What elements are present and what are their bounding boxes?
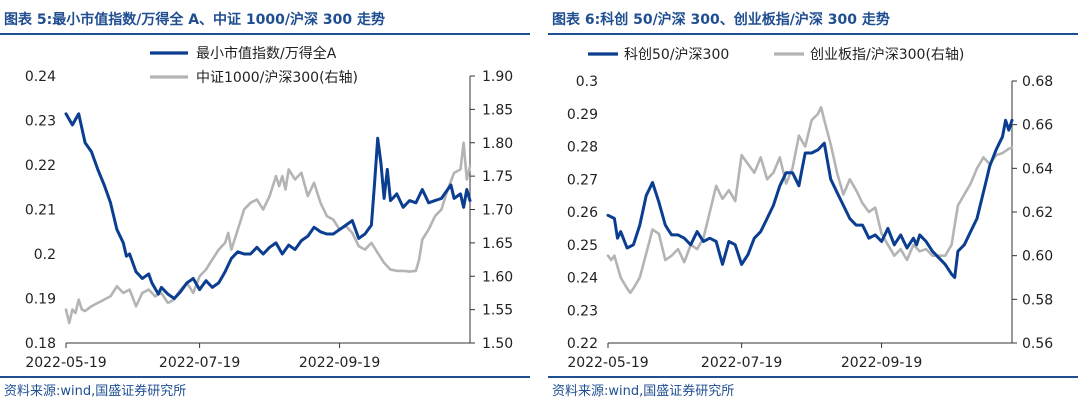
y-left-tick-label: 0.21 bbox=[25, 203, 56, 219]
title-divider bbox=[548, 33, 1078, 35]
y-left-tick-label: 0.24 bbox=[567, 271, 598, 287]
series-line-secondary bbox=[64, 141, 472, 325]
x-tick-label: 2022-05-19 bbox=[567, 355, 648, 371]
y-left-tick-label: 0.26 bbox=[567, 205, 598, 221]
y-left-tick-label: 0.18 bbox=[25, 336, 56, 352]
source-divider bbox=[548, 376, 1078, 378]
y-right-tick-label: 1.55 bbox=[482, 303, 513, 319]
x-tick-label: 2022-09-19 bbox=[841, 355, 922, 371]
y-left-tick-label: 0.22 bbox=[25, 158, 56, 174]
y-left-tick-label: 0.2 bbox=[34, 247, 56, 263]
y-left-tick-label: 0.23 bbox=[567, 303, 598, 319]
y-right-tick-label: 0.66 bbox=[1022, 118, 1053, 134]
line-chart-star-chinext: 0.22 0.23 0.24 0.25 0.26 0.27 0.28 0.29 0.3 0.56 0… bbox=[567, 47, 1053, 371]
series-line-secondary bbox=[606, 105, 1014, 295]
y-right-tick-label: 0.68 bbox=[1022, 74, 1053, 90]
legend-label: 创业板指/沪深300(右轴) bbox=[810, 47, 964, 63]
left-chart-panel: 图表 5:最小市值指数/万得全 A、中证 1000/沪深 300 走势 0.18… bbox=[0, 0, 530, 407]
y-left-tick-label: 0.22 bbox=[567, 336, 598, 352]
chart-title: 图表 6:科创 50/沪深 300、创业板指/沪深 300 走势 bbox=[552, 12, 890, 28]
y-left-tick-label: 0.28 bbox=[567, 140, 598, 156]
y-left-tick-label: 0.3 bbox=[576, 74, 598, 90]
x-tick-label: 2022-09-19 bbox=[299, 355, 380, 371]
x-tick-label: 2022-07-19 bbox=[159, 355, 240, 371]
x-tick-label: 2022-07-19 bbox=[701, 355, 782, 371]
y-right-tick-label: 1.85 bbox=[482, 102, 513, 118]
y-right-tick-label: 1.60 bbox=[482, 269, 513, 285]
y-left-tick-label: 0.29 bbox=[567, 107, 598, 123]
y-right-tick-label: 1.50 bbox=[482, 336, 513, 352]
line-chart-smallcap: 0.18 0.19 0.2 0.21 0.22 0.23 0.24 1.50 1.55 1.60 1… bbox=[25, 45, 513, 371]
source-note: 资料来源:wind,国盛证券研究所 bbox=[552, 384, 735, 399]
legend-label: 科创50/沪深300 bbox=[624, 47, 729, 63]
series-line-primary bbox=[606, 118, 1014, 279]
source-note: 资料来源:wind,国盛证券研究所 bbox=[4, 384, 187, 399]
y-right-tick-label: 0.56 bbox=[1022, 336, 1053, 352]
source-divider bbox=[0, 376, 530, 378]
y-left-tick-label: 0.19 bbox=[25, 292, 56, 308]
y-left-tick-label: 0.25 bbox=[567, 238, 598, 254]
series-line-primary bbox=[64, 112, 472, 300]
y-right-tick-label: 0.60 bbox=[1022, 249, 1053, 265]
y-left-tick-label: 0.27 bbox=[567, 172, 598, 188]
y-right-tick-label: 0.62 bbox=[1022, 205, 1053, 221]
legend-label: 最小市值指数/万得全A bbox=[196, 45, 337, 62]
right-chart-panel: 图表 6:科创 50/沪深 300、创业板指/沪深 300 走势 0.22 0.2… bbox=[548, 0, 1078, 407]
y-right-tick-label: 0.64 bbox=[1022, 161, 1053, 177]
y-right-tick-label: 1.70 bbox=[482, 203, 513, 219]
y-left-tick-label: 0.24 bbox=[25, 69, 56, 85]
y-right-tick-label: 1.90 bbox=[482, 69, 513, 85]
y-left-tick-label: 0.23 bbox=[25, 114, 56, 130]
y-right-tick-label: 1.80 bbox=[482, 136, 513, 152]
legend-label: 中证1000/沪深300(右轴) bbox=[196, 70, 358, 86]
y-right-tick-label: 0.58 bbox=[1022, 292, 1053, 308]
x-tick-label: 2022-05-19 bbox=[25, 355, 106, 371]
y-right-tick-label: 1.65 bbox=[482, 236, 513, 252]
title-divider bbox=[0, 33, 530, 35]
chart-title: 图表 5:最小市值指数/万得全 A、中证 1000/沪深 300 走势 bbox=[4, 12, 385, 28]
y-right-tick-label: 1.75 bbox=[482, 169, 513, 185]
